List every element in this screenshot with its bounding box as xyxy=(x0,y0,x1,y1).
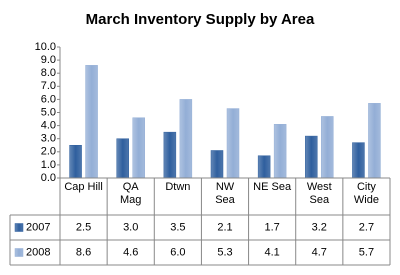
table-value: 4.1 xyxy=(264,246,279,258)
bar xyxy=(69,145,82,179)
table-value: 3.2 xyxy=(312,221,327,233)
x-tick-label: NW Sea xyxy=(215,181,235,206)
bar xyxy=(305,135,318,179)
y-tick-label: 3.0 xyxy=(41,133,56,145)
bar xyxy=(179,99,193,179)
table-value: 4.7 xyxy=(312,246,327,258)
table-value: 6.0 xyxy=(170,246,185,258)
x-label-box: West Sea xyxy=(306,181,332,206)
legend-swatch xyxy=(14,248,24,257)
y-tick-label: 9.0 xyxy=(41,54,56,66)
y-tick-label: 10.0 xyxy=(35,41,56,53)
table-value: 5.3 xyxy=(217,246,232,258)
x-tick-label: Dtwn xyxy=(165,181,191,193)
x-label-box: Dtwn xyxy=(165,181,191,193)
bar xyxy=(132,117,145,179)
x-label-box: NE Sea xyxy=(253,181,292,193)
bar xyxy=(368,103,381,179)
x-tick-label: QA Mag xyxy=(120,181,142,206)
bar xyxy=(257,155,271,179)
y-tick-label: 6.0 xyxy=(41,93,56,105)
x-label-box: Cap Hill xyxy=(64,181,103,193)
bar xyxy=(116,138,129,179)
x-label-box: NW Sea xyxy=(215,181,235,206)
bar xyxy=(163,131,177,179)
bar xyxy=(273,124,287,179)
table-value: 5.7 xyxy=(359,246,374,258)
x-tick-label: West Sea xyxy=(306,181,332,206)
y-tick-label: 2.0 xyxy=(41,146,56,158)
y-tick-label: 8.0 xyxy=(41,67,56,79)
table-value: 8.6 xyxy=(76,246,91,258)
table-value: 2.1 xyxy=(217,221,232,233)
y-tick-label: 1.0 xyxy=(41,159,56,171)
bar xyxy=(321,116,334,179)
table-value: 1.7 xyxy=(264,221,279,233)
y-tick-label: 7.0 xyxy=(41,80,56,92)
bar xyxy=(210,150,224,179)
table-value: 3.0 xyxy=(123,221,138,233)
bar xyxy=(352,142,365,179)
x-tick-label: NE Sea xyxy=(253,181,292,193)
table-value: 2.5 xyxy=(76,221,91,233)
y-tick-label: 0.0 xyxy=(41,172,56,184)
chart-title: March Inventory Supply by Area xyxy=(86,11,315,28)
bar xyxy=(226,108,240,179)
table-value: 2.7 xyxy=(359,221,374,233)
x-label-box: QA Mag xyxy=(120,181,142,206)
y-tick-label: 4.0 xyxy=(41,120,56,132)
legend-swatch xyxy=(14,223,24,232)
legend-label: 2008 xyxy=(26,246,50,258)
x-tick-label: City Wide xyxy=(353,181,379,206)
x-label-box: City Wide xyxy=(353,181,379,206)
table-value: 4.6 xyxy=(123,246,138,258)
legend-label: 2007 xyxy=(26,221,50,233)
y-tick-label: 5.0 xyxy=(41,106,56,118)
table-value: 3.5 xyxy=(170,221,185,233)
x-tick-label: Cap Hill xyxy=(64,181,103,193)
bar xyxy=(85,65,98,179)
